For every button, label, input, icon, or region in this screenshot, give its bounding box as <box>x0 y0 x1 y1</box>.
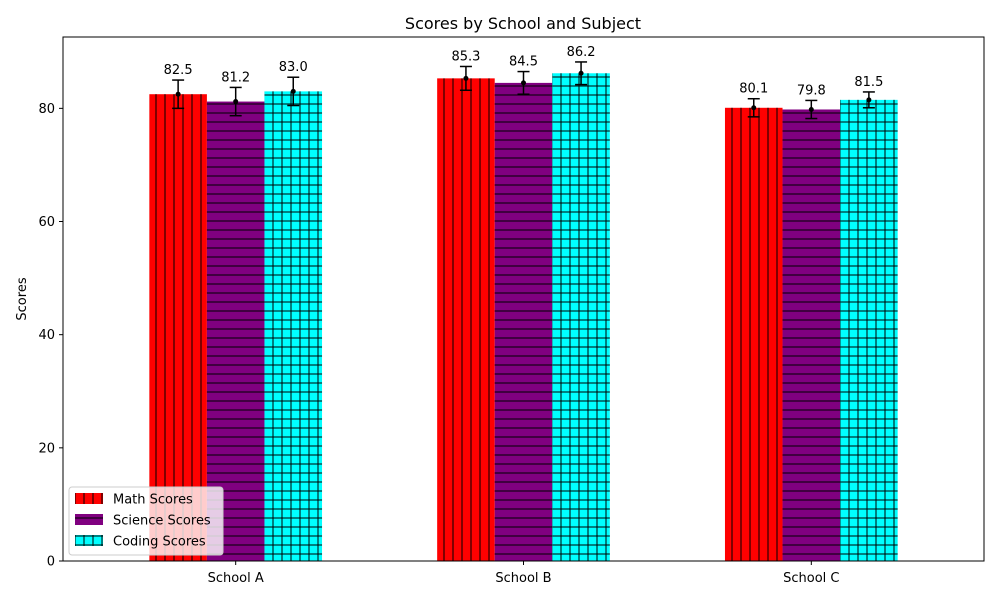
data-point <box>808 106 814 112</box>
data-point <box>521 80 526 86</box>
y-tick-label: 20 <box>38 441 55 456</box>
data-label: 84.5 <box>509 55 538 70</box>
data-point <box>866 97 872 103</box>
axes-layer: 0 20 40 60 80 School A School B School C <box>38 36 985 586</box>
legend-swatch-hatch <box>75 535 103 546</box>
data-point <box>463 75 469 81</box>
bar-hatch <box>437 78 495 562</box>
series-0: 82.5 85.3 80.1 <box>149 49 783 562</box>
bar-hatch <box>494 82 553 561</box>
bar-hatch <box>206 101 265 562</box>
data-label: 80.1 <box>739 82 768 97</box>
series-2: 83.0 86.2 81.5 <box>264 45 898 562</box>
data-label: 83.0 <box>279 60 308 75</box>
bars-layer: 82.5 85.3 80.1 81.2 84.5 79.8 83.0 86.2 81.5 <box>149 45 898 562</box>
chart-title: Scores by School and Subject <box>405 14 641 33</box>
legend-box <box>68 486 224 556</box>
data-label: 81.5 <box>854 75 883 90</box>
x-tick-label: School A <box>208 571 264 586</box>
data-point <box>751 105 757 111</box>
x-tick-label: School C <box>783 571 839 586</box>
legend-swatch-hatch <box>75 514 103 525</box>
data-point <box>233 99 239 105</box>
data-label: 81.2 <box>221 70 250 85</box>
y-axis-label: Scores <box>15 277 30 320</box>
y-tick-label: 60 <box>38 215 55 230</box>
legend-label: Science Scores <box>113 514 211 529</box>
data-label: 85.3 <box>451 49 480 64</box>
bar-hatch <box>264 91 323 561</box>
legend: Math Scores Science Scores Coding Scores <box>68 486 224 556</box>
bar-hatch <box>149 94 207 561</box>
legend-swatch-hatch <box>75 493 103 504</box>
legend-label: Math Scores <box>113 493 193 508</box>
bar-hatch <box>552 73 610 562</box>
y-tick-label: 80 <box>38 102 55 117</box>
data-label: 79.8 <box>797 83 826 98</box>
data-label: 82.5 <box>164 63 193 78</box>
data-point <box>578 70 584 76</box>
x-tick-label: School B <box>495 571 551 586</box>
y-tick-label: 40 <box>38 328 55 343</box>
bar-hatch <box>840 99 898 562</box>
y-tick-label: 0 <box>47 555 55 570</box>
data-label: 86.2 <box>567 45 596 60</box>
data-point <box>175 91 181 97</box>
data-point <box>290 88 296 94</box>
series-1: 81.2 84.5 79.8 <box>206 55 841 562</box>
legend-label: Coding Scores <box>113 535 206 550</box>
bar-hatch <box>782 109 841 562</box>
bar-hatch <box>724 107 783 561</box>
